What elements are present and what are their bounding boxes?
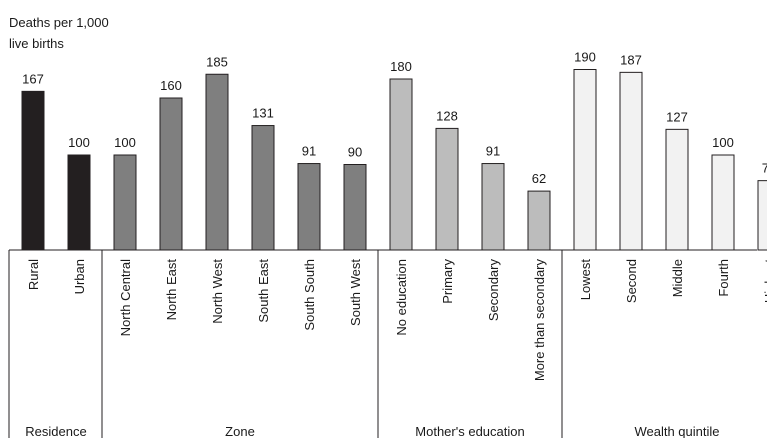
category-label-lowest: Lowest <box>578 259 593 301</box>
category-label-no-education: No education <box>394 259 409 336</box>
y-axis-label-line-2: live births <box>9 36 64 51</box>
value-label-highest: 73 <box>762 161 767 176</box>
category-label-middle: Middle <box>670 259 685 297</box>
value-label-more-than-secondary: 62 <box>532 171 546 186</box>
value-label-lowest: 190 <box>574 50 596 65</box>
value-label-south-east: 131 <box>252 106 274 121</box>
bar-highest <box>757 180 767 251</box>
value-label-north-west: 185 <box>206 54 228 69</box>
group-label-wealth-quintile: Wealth quintile <box>634 424 719 438</box>
bar-north-central <box>113 154 137 251</box>
category-label-second: Second <box>624 259 639 303</box>
bar-more-than-secondary <box>527 190 551 251</box>
bar-middle <box>665 128 689 251</box>
bar-second <box>619 71 643 251</box>
bar-fourth <box>711 154 735 251</box>
bar-no-education <box>389 78 413 251</box>
value-label-secondary: 91 <box>486 144 500 159</box>
value-label-north-east: 160 <box>160 78 182 93</box>
category-label-primary: Primary <box>440 259 455 304</box>
category-label-north-east: North East <box>164 259 179 321</box>
value-label-rural: 167 <box>22 71 44 86</box>
category-label-more-than-secondary: More than secondary <box>532 259 547 382</box>
bar-north-east <box>159 97 183 251</box>
bar-south-east <box>251 125 275 251</box>
bar-south-west <box>343 164 367 251</box>
value-label-south-west: 90 <box>348 145 362 160</box>
category-label-highest: Highest <box>762 259 767 303</box>
value-label-fourth: 100 <box>712 135 734 150</box>
bar-lowest <box>573 69 597 251</box>
value-label-primary: 128 <box>436 108 458 123</box>
bar-south-south <box>297 163 321 251</box>
bar-north-west <box>205 73 229 251</box>
value-label-north-central: 100 <box>114 135 136 150</box>
bar-primary <box>435 127 459 251</box>
group-label-residence: Residence <box>25 424 86 438</box>
group-label-zone: Zone <box>225 424 255 438</box>
bars-layer <box>21 69 767 251</box>
bar-urban <box>67 154 91 251</box>
category-label-north-central: North Central <box>118 259 133 336</box>
value-label-middle: 127 <box>666 109 688 124</box>
category-label-fourth: Fourth <box>716 259 731 297</box>
y-axis-label-line-1: Deaths per 1,000 <box>9 15 109 30</box>
group-label-mother-s-education: Mother's education <box>415 424 524 438</box>
labels-layer: 167 Rural 100 Urban Residence 100 North Centra… <box>22 50 767 438</box>
category-label-south-south: South South <box>302 259 317 331</box>
value-label-south-south: 91 <box>302 144 316 159</box>
category-label-south-west: South West <box>348 259 363 326</box>
bar-secondary <box>481 163 505 251</box>
category-label-south-east: South East <box>256 259 271 323</box>
category-label-rural: Rural <box>26 259 41 290</box>
group-dividers <box>8 250 563 438</box>
value-label-second: 187 <box>620 52 642 67</box>
category-label-north-west: North West <box>210 259 225 324</box>
bar-rural <box>21 90 45 251</box>
value-label-urban: 100 <box>68 135 90 150</box>
category-label-urban: Urban <box>72 259 87 294</box>
value-label-no-education: 180 <box>390 59 412 74</box>
category-label-secondary: Secondary <box>486 259 501 322</box>
